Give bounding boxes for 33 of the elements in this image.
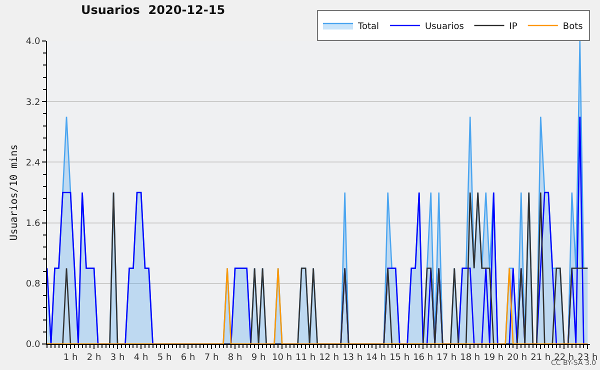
- x-tick-label: 16 h: [413, 352, 434, 363]
- x-tick-label: 1 h: [63, 352, 78, 363]
- x-tick-label: 15 h: [390, 352, 410, 363]
- y-axis-title: Usuarios/10 mins: [8, 144, 20, 241]
- x-tick-label: 5 h: [157, 352, 172, 363]
- x-tick-label: 6 h: [180, 352, 196, 363]
- legend-label: Usuarios: [425, 22, 464, 32]
- x-tick-label: 4 h: [134, 352, 148, 363]
- x-tick-label: 21 h: [530, 352, 551, 363]
- x-tick-label: 13 h: [342, 352, 363, 363]
- x-tick-label: 9 h: [251, 352, 266, 363]
- y-tick-label: 4.0: [26, 37, 40, 48]
- x-tick-label: 7 h: [204, 352, 219, 363]
- y-tick-label: 0.0: [26, 340, 40, 350]
- x-tick-label: 11 h: [296, 352, 316, 363]
- x-tick-label: 3 h: [110, 352, 125, 363]
- legend-label: Total: [357, 22, 380, 32]
- x-tick-label: 20 h: [507, 352, 528, 363]
- x-tick-label: 12 h: [319, 352, 340, 363]
- x-tick-label: 19 h: [484, 352, 504, 363]
- y-tick-label: 1.6: [26, 218, 40, 229]
- chart-title: Usuarios 2020-12-15: [81, 2, 226, 17]
- x-tick-label: 8 h: [228, 352, 242, 363]
- x-tick-label: 14 h: [366, 352, 386, 363]
- y-tick-label: 0.8: [26, 280, 40, 290]
- legend-label: IP: [509, 22, 518, 32]
- x-tick-label: 18 h: [460, 352, 480, 363]
- y-tick-label: 3.2: [26, 98, 40, 108]
- x-tick-label: 10 h: [272, 352, 292, 363]
- x-tick-label: 17 h: [436, 352, 457, 363]
- legend-label: Bots: [562, 22, 584, 32]
- y-tick-label: 2.4: [26, 158, 40, 168]
- x-tick-label: 2 h: [86, 352, 102, 363]
